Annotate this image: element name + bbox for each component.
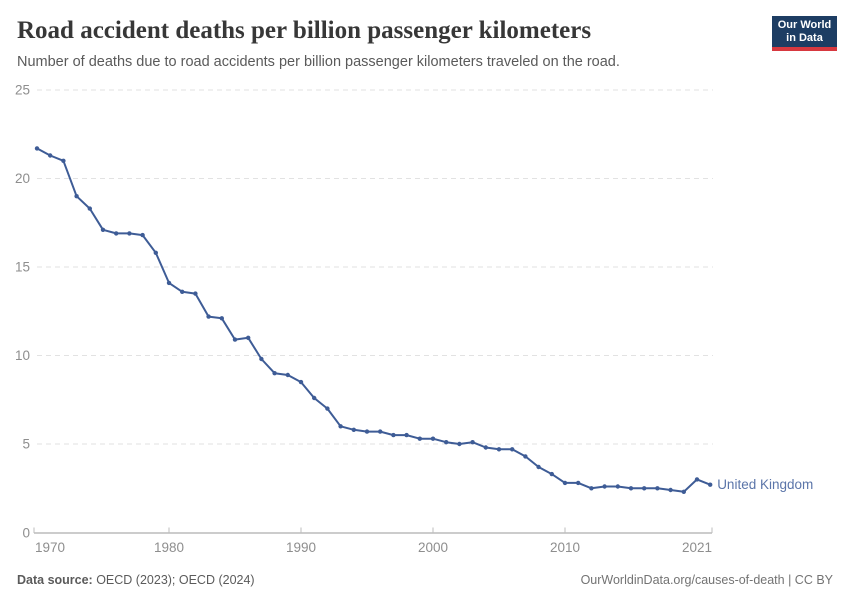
data-point-2015[interactable] bbox=[628, 486, 634, 491]
data-point-2019[interactable] bbox=[681, 489, 686, 494]
data-point-2020[interactable] bbox=[694, 477, 700, 482]
x-tick-label-2010: 2010 bbox=[550, 540, 580, 555]
owid-logo-line1: Our World bbox=[777, 18, 832, 31]
data-point-1997[interactable] bbox=[391, 432, 396, 438]
data-point-1985[interactable] bbox=[232, 337, 238, 342]
data-point-2011[interactable] bbox=[576, 480, 581, 486]
x-axis: 1970 1980 1990 2000 2010 2021 bbox=[33, 527, 713, 555]
data-point-1977[interactable] bbox=[127, 231, 132, 236]
data-point-1974[interactable] bbox=[87, 206, 93, 211]
data-point-1986[interactable] bbox=[246, 335, 251, 340]
data-point-1972[interactable] bbox=[61, 158, 66, 163]
data-point-2005[interactable] bbox=[496, 447, 502, 452]
data-point-2012[interactable] bbox=[589, 486, 594, 491]
y-tick-label-20: 20 bbox=[15, 171, 30, 186]
y-axis-labels: 0 5 10 15 20 25 bbox=[15, 82, 30, 540]
data-point-2000[interactable] bbox=[430, 436, 436, 441]
x-tick-label-1990: 1990 bbox=[286, 540, 316, 555]
data-point-2008[interactable] bbox=[536, 464, 541, 470]
data-point-1996[interactable] bbox=[378, 429, 383, 434]
data-point-1982[interactable] bbox=[193, 291, 198, 296]
data-point-1975[interactable] bbox=[100, 227, 106, 232]
y-tick-label-5: 5 bbox=[22, 436, 30, 451]
data-point-2007[interactable] bbox=[523, 454, 528, 459]
x-tick-label-1980: 1980 bbox=[154, 540, 184, 555]
data-point-1994[interactable] bbox=[351, 427, 356, 432]
y-tick-label-15: 15 bbox=[15, 259, 30, 274]
data-point-2006[interactable] bbox=[510, 447, 515, 452]
data-point-1970[interactable] bbox=[34, 146, 40, 151]
chart-header: Road accident deaths per billion passeng… bbox=[17, 16, 760, 71]
data-point-1980[interactable] bbox=[166, 280, 172, 286]
data-point-2017[interactable] bbox=[655, 486, 660, 491]
owid-logo-line2: in Data bbox=[786, 31, 823, 44]
data-source: Data source: OECD (2023); OECD (2024) bbox=[17, 573, 255, 587]
x-tick-label-2021: 2021 bbox=[682, 540, 712, 555]
gridlines bbox=[37, 89, 713, 445]
data-point-2010[interactable] bbox=[562, 480, 568, 486]
data-point-1998[interactable] bbox=[404, 432, 409, 438]
data-point-1978[interactable] bbox=[140, 232, 145, 238]
data-point-1984[interactable] bbox=[219, 316, 224, 321]
data-point-2009[interactable] bbox=[549, 471, 554, 477]
x-tick-label-2000: 2000 bbox=[418, 540, 448, 555]
data-point-2013[interactable] bbox=[602, 484, 607, 489]
data-point-2001[interactable] bbox=[444, 440, 449, 445]
data-point-1988[interactable] bbox=[272, 371, 277, 376]
y-tick-label-0: 0 bbox=[22, 525, 30, 540]
credit-link[interactable]: OurWorldinData.org/causes-of-death | CC … bbox=[580, 573, 833, 587]
data-point-1976[interactable] bbox=[114, 231, 119, 236]
data-point-1995[interactable] bbox=[364, 429, 370, 434]
series-line-united-kingdom[interactable] bbox=[36, 147, 712, 493]
data-point-2021[interactable] bbox=[708, 482, 713, 487]
data-point-1999[interactable] bbox=[417, 436, 422, 441]
series-label-united-kingdom[interactable]: United Kingdom bbox=[717, 477, 813, 492]
series-group: United Kingdom bbox=[34, 146, 813, 494]
data-point-1973[interactable] bbox=[74, 194, 79, 199]
data-source-value: OECD (2023); OECD (2024) bbox=[92, 573, 255, 587]
data-point-1981[interactable] bbox=[180, 289, 185, 294]
chart-subtitle: Number of deaths due to road accidents p… bbox=[17, 53, 620, 70]
data-point-2016[interactable] bbox=[642, 486, 647, 491]
data-point-1979[interactable] bbox=[153, 250, 158, 255]
data-point-1991[interactable] bbox=[312, 395, 317, 401]
owid-logo[interactable]: Our World in Data bbox=[772, 16, 837, 51]
data-point-1987[interactable] bbox=[259, 356, 264, 362]
data-point-1992[interactable] bbox=[325, 406, 330, 411]
data-point-1971[interactable] bbox=[48, 153, 53, 158]
data-point-1989[interactable] bbox=[285, 372, 290, 378]
data-point-2002[interactable] bbox=[457, 441, 462, 447]
x-tick-label-1970: 1970 bbox=[35, 540, 65, 555]
data-point-1990[interactable] bbox=[298, 379, 304, 385]
chart-footer: Data source: OECD (2023); OECD (2024) Ou… bbox=[17, 573, 833, 587]
data-point-2018[interactable] bbox=[668, 487, 673, 493]
y-tick-label-10: 10 bbox=[15, 348, 30, 363]
data-source-label: Data source: bbox=[17, 573, 93, 587]
y-tick-label-25: 25 bbox=[15, 82, 30, 97]
chart-title: Road accident deaths per billion passeng… bbox=[17, 17, 592, 44]
data-point-2003[interactable] bbox=[470, 440, 475, 445]
data-point-2004[interactable] bbox=[483, 445, 488, 450]
data-point-2014[interactable] bbox=[615, 484, 620, 489]
data-point-1993[interactable] bbox=[338, 424, 343, 429]
data-point-1983[interactable] bbox=[206, 314, 211, 319]
